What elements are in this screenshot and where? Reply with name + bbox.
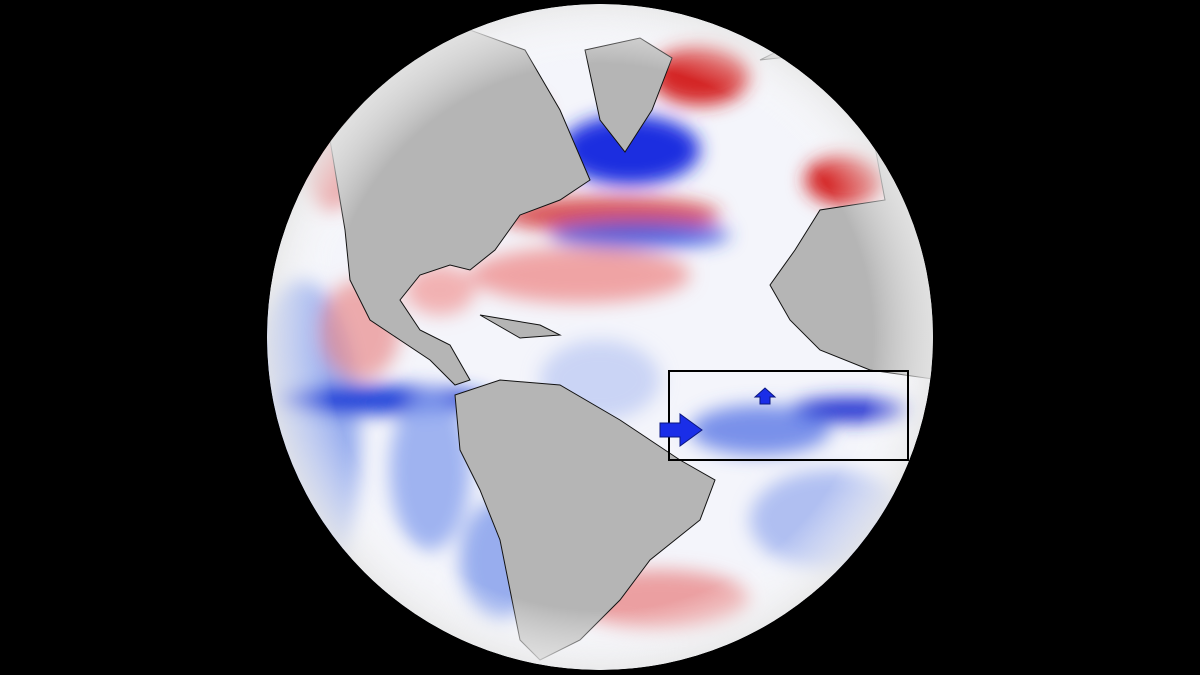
arrow-north xyxy=(753,387,777,405)
globe xyxy=(267,4,933,670)
arrow-east xyxy=(659,413,703,447)
highlight-box xyxy=(668,370,909,461)
limb-shading xyxy=(267,4,933,670)
